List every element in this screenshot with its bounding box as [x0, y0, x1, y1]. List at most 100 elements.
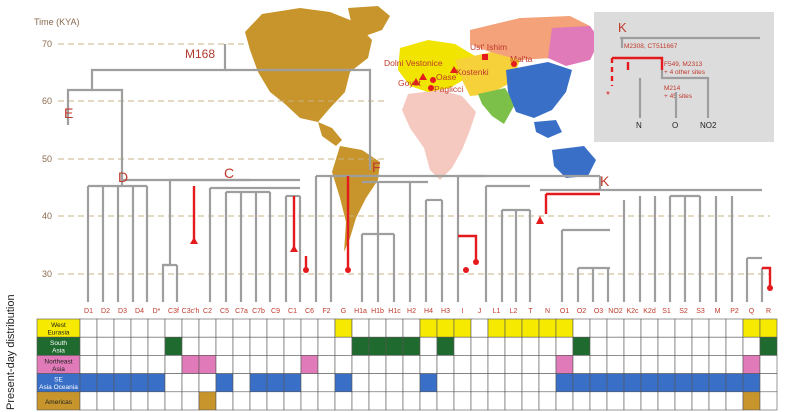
haplogroup-label-6: C3c'h — [182, 308, 200, 315]
cell-4-4 — [147, 391, 166, 411]
cell-0-13 — [300, 318, 319, 338]
cell-4-19 — [402, 391, 421, 411]
cell-0-4 — [147, 318, 166, 338]
cell-0-1 — [96, 318, 115, 338]
cell-3-8 — [215, 373, 234, 393]
cell-0-10 — [249, 318, 268, 338]
cell-0-32 — [623, 318, 642, 338]
cell-4-37 — [708, 391, 727, 411]
cell-2-12 — [283, 355, 302, 374]
cell-3-28 — [555, 373, 574, 393]
cell-3-29 — [572, 373, 591, 393]
map-northeast-asia — [548, 26, 600, 66]
cell-1-33 — [640, 336, 659, 356]
inset-mut-top: M2308, CT511667 — [624, 43, 678, 50]
time-axis: Time (KYA) 70 60 50 40 30 — [34, 17, 770, 279]
cell-0-20 — [419, 318, 438, 338]
cell-0-0 — [79, 318, 98, 338]
haplogroup-label-22: I — [462, 308, 464, 315]
cell-3-16 — [351, 373, 370, 393]
map-north-america — [245, 8, 372, 122]
cell-3-23 — [470, 373, 489, 393]
cell-1-17 — [368, 336, 387, 356]
cell-2-11 — [266, 355, 285, 374]
map-central-america — [318, 122, 342, 146]
cell-0-23 — [470, 318, 489, 338]
cell-2-4 — [147, 355, 166, 374]
cell-4-17 — [368, 391, 387, 411]
ancient-marker-kostenki — [290, 245, 298, 252]
cell-3-9 — [232, 373, 251, 393]
cell-3-32 — [623, 373, 642, 393]
cell-1-1 — [96, 336, 115, 356]
clade-label-C: C — [224, 165, 234, 181]
cell-1-40 — [759, 336, 778, 356]
cell-1-4 — [147, 336, 166, 356]
cell-0-34 — [657, 318, 676, 338]
cell-2-15 — [334, 355, 353, 374]
inset-panel: K M2308, CT511667 * F549, M2313 + 4 other… — [594, 12, 774, 142]
map-east-asia — [506, 62, 572, 118]
site-label-4: Kostenki — [456, 67, 489, 77]
map-greenland — [348, 6, 390, 36]
cell-2-27 — [538, 355, 557, 374]
cell-2-7 — [198, 355, 217, 374]
cell-1-12 — [283, 336, 302, 356]
cell-2-5 — [164, 355, 183, 374]
cell-1-31 — [606, 336, 625, 356]
distribution-table: West Eurasia South Asia Northeast Asia SE Asia … — [36, 318, 778, 411]
inset-mut-mid: F549, M2313 + 4 other sites — [664, 61, 706, 76]
cell-3-12 — [283, 373, 302, 393]
cell-3-31 — [606, 373, 625, 393]
cell-3-4 — [147, 373, 166, 393]
site-label-0: Dolni Vestonice — [384, 58, 443, 68]
cell-2-40 — [759, 355, 778, 374]
branch-C3 — [161, 180, 172, 302]
cell-0-14 — [317, 318, 336, 338]
map-se-asia-islands — [534, 120, 562, 138]
cell-0-40 — [759, 318, 778, 338]
cell-0-22 — [453, 318, 472, 338]
cell-1-27 — [538, 336, 557, 356]
cell-4-23 — [470, 391, 489, 411]
cell-2-16 — [351, 355, 370, 374]
cell-1-22 — [453, 336, 472, 356]
cell-3-0 — [79, 373, 98, 393]
cell-4-35 — [674, 391, 693, 411]
cell-4-8 — [215, 391, 234, 411]
cell-0-29 — [572, 318, 591, 338]
cell-4-32 — [623, 391, 642, 411]
cell-3-17 — [368, 373, 387, 393]
ancient-marker-dolni — [463, 267, 469, 273]
cell-4-9 — [232, 391, 251, 411]
cell-0-31 — [606, 318, 625, 338]
cell-1-38 — [725, 336, 744, 356]
cell-3-37 — [708, 373, 727, 393]
inset-red-branch — [612, 56, 664, 70]
branch-root — [90, 44, 227, 90]
cell-4-15 — [334, 391, 353, 411]
cell-3-25 — [504, 373, 523, 393]
haplogroup-label-24: L1 — [493, 308, 501, 315]
haplogroup-label-32: K2c — [626, 308, 639, 315]
cell-0-15 — [334, 318, 353, 338]
cell-0-33 — [640, 318, 659, 338]
cell-0-38 — [725, 318, 744, 338]
cell-3-2 — [113, 373, 132, 393]
cell-4-26 — [521, 391, 540, 411]
phylogenetic-tree: M168 E D C F K — [64, 44, 773, 302]
cell-2-2 — [113, 355, 132, 374]
cell-4-11 — [266, 391, 285, 411]
cell-0-37 — [708, 318, 727, 338]
haplogroup-label-16: H1a — [354, 308, 367, 315]
cell-4-16 — [351, 391, 370, 411]
inset-tip-N: N — [636, 121, 642, 130]
haplogroup-label-39: Q — [749, 308, 755, 315]
haplogroup-label-37: M — [715, 308, 721, 315]
haplogroup-label-12: C1 — [288, 308, 297, 315]
cell-1-35 — [674, 336, 693, 356]
cell-3-10 — [249, 373, 268, 393]
cell-2-6 — [181, 355, 200, 374]
cell-4-22 — [453, 391, 472, 411]
